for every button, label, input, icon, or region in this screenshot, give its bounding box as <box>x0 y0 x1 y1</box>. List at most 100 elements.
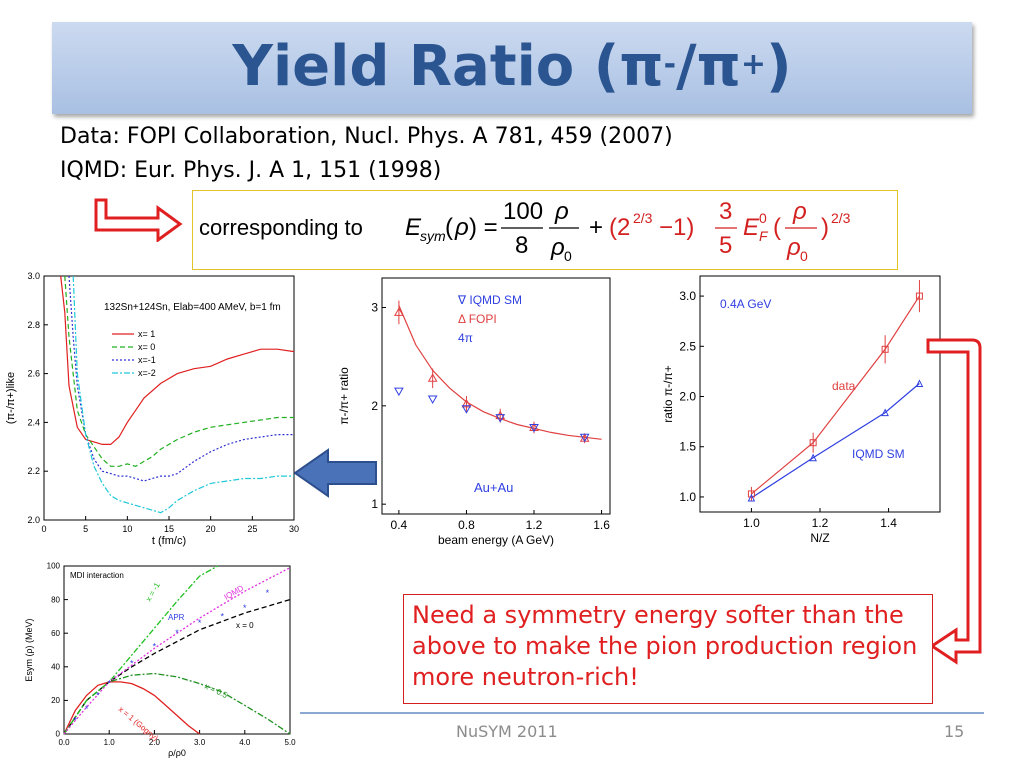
x-tick-label: 1.2 <box>812 516 829 530</box>
x-tick-label: 20 <box>206 524 216 534</box>
data-point <box>881 345 889 353</box>
y-tick-label: 2 <box>371 399 378 413</box>
data-point <box>915 292 923 300</box>
x-axis-label: ρ/ρ0 <box>168 748 186 758</box>
y-tick-label: 80 <box>51 595 60 604</box>
y-tick-label: 3.0 <box>679 289 696 303</box>
iqmd-point <box>427 395 438 404</box>
legend-label: x= 1 <box>138 329 155 339</box>
svg-text:sym: sym <box>420 228 446 244</box>
plot-frame <box>699 275 941 513</box>
chart-nz-ratio: 1.0 1.2 1.4 1.0 1.5 2.0 2.5 3.0 N/Z ratio π-/π+ 0.… <box>661 275 941 545</box>
data-point <box>747 490 755 498</box>
x-tick-label: 2.0 <box>149 738 161 747</box>
conclusion-note: Need a symmetry energy softer than the a… <box>403 594 933 704</box>
x-axis-label: t (fm/c) <box>152 535 186 547</box>
apr-point: * <box>153 642 157 652</box>
apr-point: * <box>220 611 224 621</box>
iqmd-point <box>461 405 472 414</box>
svg-text:0: 0 <box>564 248 572 264</box>
y-axis-label: ratio π-/π+ <box>661 365 675 423</box>
iqmd-point <box>579 433 590 443</box>
data-point <box>809 439 817 447</box>
footer-title: NuSYM 2011 <box>456 722 558 741</box>
chart-annotation: Au+Au <box>474 480 513 495</box>
legend-label: x=-2 <box>138 368 156 378</box>
y-tick-label: 2.8 <box>27 320 40 330</box>
chart-beam-energy: 0.4 0.8 1.2 1.6 1 2 3 beam energy (A GeV) π-/π+ … <box>337 277 611 547</box>
chart-symmetry-energy: 0.0 1.0 2.0 3.0 4.0 5.0 0 20 40 60 80 100 ρ/ρ0 Esym (… <box>24 562 296 758</box>
title-bar: Yield Ratio (π-/π+) <box>52 22 972 114</box>
data-line <box>751 295 920 495</box>
y-tick-label: 1 <box>371 497 378 511</box>
x-tick-label: 30 <box>289 524 299 534</box>
apr-point: * <box>175 628 179 638</box>
chart-title: MDI interaction <box>70 571 124 580</box>
svg-text:ρ: ρ <box>454 214 469 241</box>
y-tick-label: 1.5 <box>679 440 696 454</box>
series-line-x=-1 <box>68 275 294 482</box>
x-tick-label: 25 <box>247 524 257 534</box>
iqmd-point <box>809 453 817 462</box>
apr-point: * <box>107 679 111 689</box>
series-label: APR <box>168 613 185 622</box>
blue-arrow-left-icon <box>293 448 377 498</box>
y-tick-label: 40 <box>51 662 60 671</box>
iqmd-series-label: IQMD SM <box>852 447 905 461</box>
iqmd-point <box>915 379 924 387</box>
plot-frame <box>63 565 291 735</box>
x-tick-label: 0.8 <box>458 518 475 532</box>
series-line-IQMD <box>63 567 291 735</box>
x-tick-label: 0.4 <box>391 518 408 532</box>
x-tick-label: 4.0 <box>239 738 251 747</box>
x-axis-label: N/Z <box>810 531 829 545</box>
x-tick-label: 15 <box>164 524 174 534</box>
svg-text:5: 5 <box>719 232 732 259</box>
red-arrow-bracket-icon <box>926 338 982 665</box>
y-axis-label: Esym (ρ) (MeV) <box>24 618 34 681</box>
apr-point: * <box>266 588 270 598</box>
svg-text:F: F <box>759 228 769 244</box>
y-tick-label: 2.6 <box>27 369 40 379</box>
x-tick-label: 3.0 <box>194 738 206 747</box>
fopi-point <box>461 398 472 408</box>
svg-text:0: 0 <box>800 248 808 264</box>
y-tick-label: 60 <box>51 629 60 638</box>
x-axis-label: beam energy (A GeV) <box>438 533 554 547</box>
reference-data: Data: FOPI Collaboration, Nucl. Phys. A … <box>60 124 673 149</box>
series-line-x= 1 <box>60 275 295 445</box>
iqmd-line <box>751 383 920 499</box>
svg-text:3: 3 <box>719 198 732 225</box>
x-tick-label: 5.0 <box>284 738 296 747</box>
slide-title: Yield Ratio (π-/π+) <box>232 34 792 99</box>
x-tick-label: 1.4 <box>880 516 897 530</box>
series-line-x= 0 <box>64 275 294 467</box>
svg-text:(: ( <box>445 214 453 241</box>
series-line-x=-2 <box>72 275 294 514</box>
legend-label: ∇ IQMD SM <box>457 293 522 307</box>
series-label: IQMD <box>223 583 246 601</box>
svg-text:2/3: 2/3 <box>633 210 653 226</box>
series-label: x = -1 <box>144 581 162 603</box>
svg-text:): ) <box>821 214 829 241</box>
x-tick-label: 10 <box>122 524 132 534</box>
svg-text:0: 0 <box>759 210 767 226</box>
svg-text:ρ: ρ <box>554 198 569 225</box>
svg-text:E: E <box>405 214 422 241</box>
svg-text:ρ: ρ <box>792 198 807 225</box>
y-tick-label: 2.2 <box>27 466 40 476</box>
legend-label: 4π <box>458 331 473 345</box>
x-tick-label: 1.2 <box>526 518 543 532</box>
y-tick-label: 0 <box>56 730 61 739</box>
legend-label: x=-1 <box>138 355 156 365</box>
y-axis-label: (π-/π+)like <box>5 372 17 424</box>
fopi-point <box>427 373 438 382</box>
series-label: x = 1 (Gogny) <box>117 705 160 743</box>
x-tick-label: 0.0 <box>58 738 70 747</box>
x-tick-label: 1.0 <box>743 516 760 530</box>
svg-text:100: 100 <box>503 198 543 225</box>
svg-text:(: ( <box>773 214 781 241</box>
y-tick-label: 2.4 <box>27 417 40 427</box>
series-line-x = -1 <box>63 565 219 735</box>
